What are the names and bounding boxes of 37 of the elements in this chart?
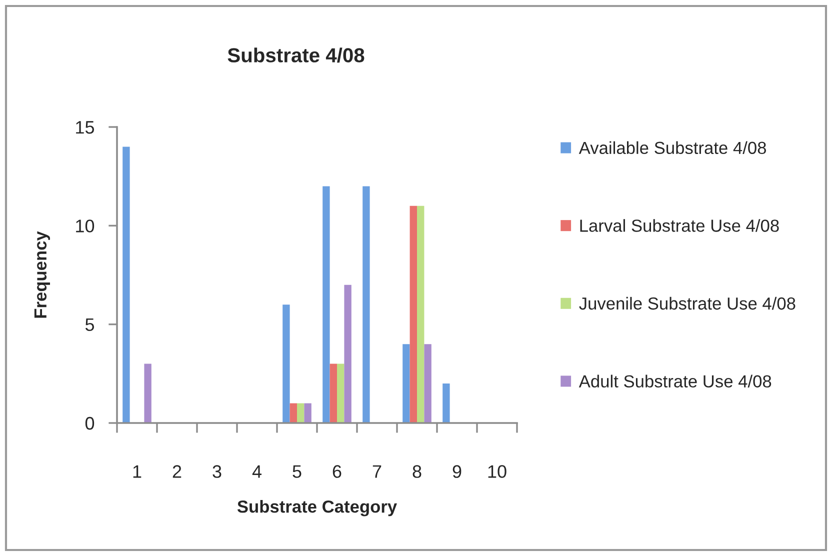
bar <box>417 206 424 423</box>
bar <box>442 384 450 423</box>
bar <box>410 206 417 423</box>
x-tick-label: 3 <box>212 465 222 478</box>
bar <box>337 364 344 423</box>
y-tick-label: 15 <box>76 121 94 134</box>
x-tick-label: 10 <box>488 465 506 478</box>
bar <box>144 364 152 423</box>
bar <box>362 186 370 423</box>
bar <box>304 403 312 423</box>
chart-title: Substrate 4/08 <box>228 48 364 63</box>
x-axis-title: Substrate Category <box>237 500 397 516</box>
x-tick-label: 9 <box>452 465 462 478</box>
bar <box>402 344 410 423</box>
x-tick-label: 8 <box>412 465 422 478</box>
x-tick-label: 1 <box>133 465 142 478</box>
legend-label: Juvenile Substrate Use 4/08 <box>579 296 796 310</box>
y-axis-title: Frequency <box>34 231 50 318</box>
bar <box>290 403 297 423</box>
bar <box>122 146 130 423</box>
bar <box>330 364 337 423</box>
x-tick-label: 7 <box>372 465 382 478</box>
x-tick-label: 5 <box>292 465 302 478</box>
y-tick-label: 10 <box>76 220 94 232</box>
legend-label: Larval Substrate Use 4/08 <box>580 219 779 232</box>
y-tick-label: 0 <box>85 416 94 430</box>
x-tick-label: 2 <box>172 465 182 478</box>
x-tick-label: 4 <box>252 465 262 478</box>
bar <box>282 304 290 423</box>
legend-label: Available Substrate 4/08 <box>578 141 766 154</box>
x-tick-label: 6 <box>332 465 342 478</box>
bar <box>297 403 304 423</box>
bar <box>322 186 330 423</box>
bar <box>424 344 432 423</box>
y-tick-label: 5 <box>85 318 94 332</box>
bar <box>344 284 352 423</box>
legend-label: Adult Substrate Use 4/08 <box>578 374 772 388</box>
